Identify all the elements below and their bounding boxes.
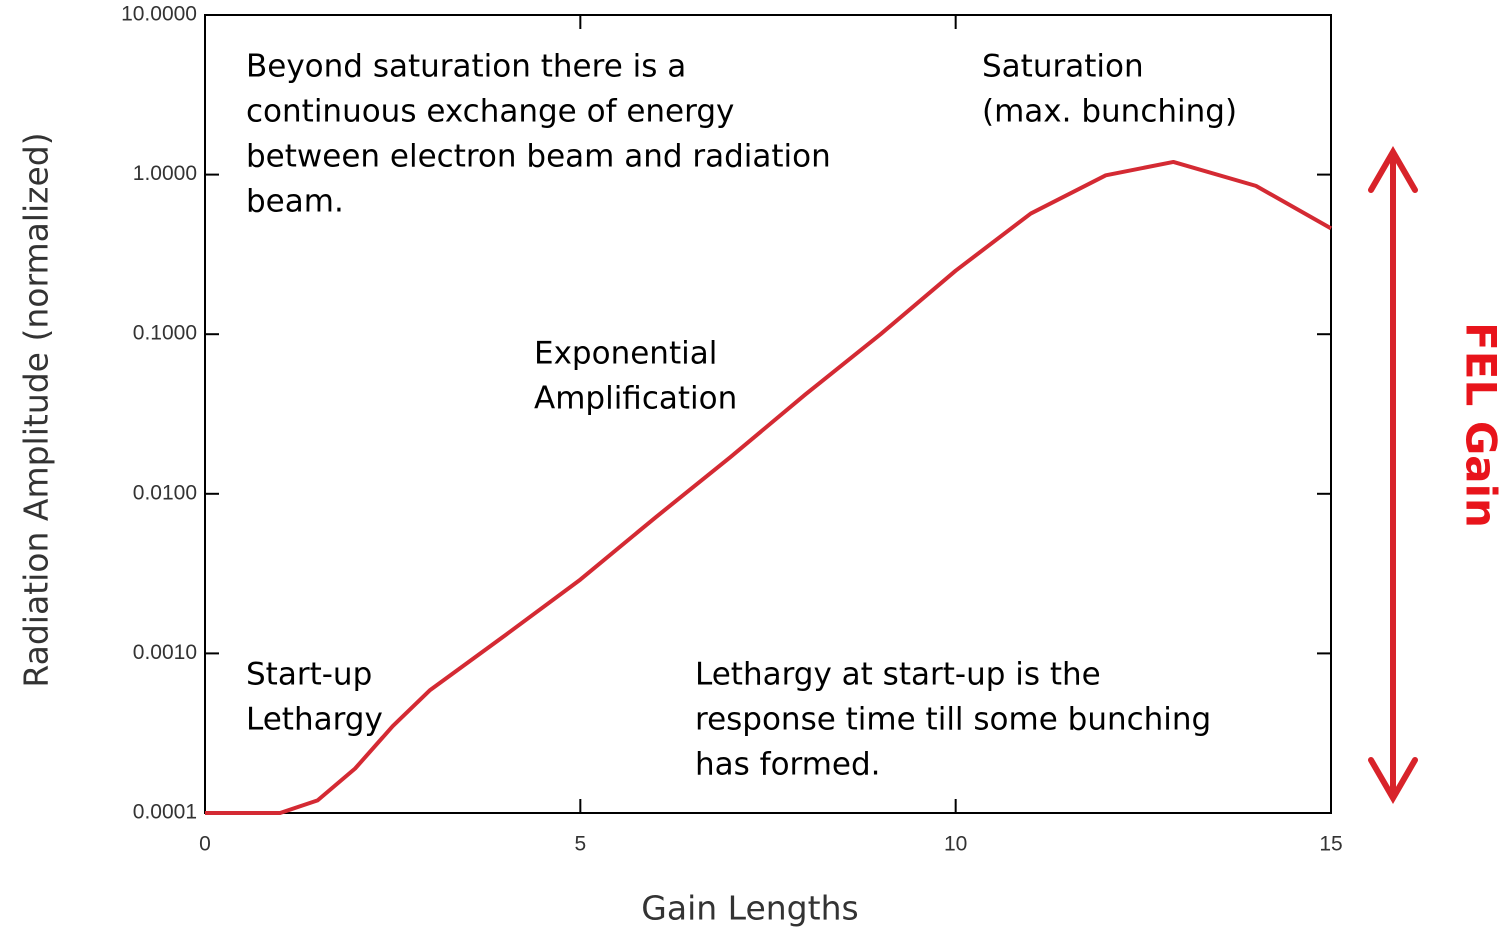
annotation: (max. bunching)	[982, 94, 1237, 130]
annotation: has formed.	[695, 747, 881, 783]
x-tick-label: 10	[944, 833, 967, 856]
y-tick-label: 10.0000	[121, 3, 197, 26]
x-tick-label: 5	[574, 833, 586, 856]
y-tick-label: 1.0000	[133, 162, 197, 185]
y-tick-label: 0.0010	[133, 641, 197, 664]
side-label: FEL Gain	[1457, 322, 1506, 528]
annotation: Lethargy at start-up is the	[695, 657, 1101, 693]
annotation: Start-up	[246, 657, 372, 693]
annotation: beam.	[246, 184, 344, 220]
annotation: Exponential	[534, 336, 717, 372]
annotation: Beyond saturation there is a	[246, 49, 686, 85]
annotation: response time till some bunching	[695, 702, 1211, 738]
x-tick-label: 15	[1319, 833, 1342, 856]
x-tick-label: 0	[199, 833, 211, 856]
y-tick-label: 0.0100	[133, 481, 197, 504]
y-tick-label: 0.1000	[133, 322, 197, 345]
double-arrow	[1368, 146, 1418, 804]
annotation: Lethargy	[246, 702, 383, 738]
data-line	[205, 159, 1332, 815]
annotation: Amplification	[534, 381, 737, 417]
plot-frame	[204, 14, 1332, 814]
annotation: continuous exchange of energy	[246, 94, 734, 130]
annotation: between electron beam and radiation	[246, 139, 831, 175]
x-axis-label: Gain Lengths	[641, 889, 858, 928]
y-axis-label: Radiation Amplitude (normalized)	[17, 132, 56, 687]
y-tick-label: 0.0001	[133, 801, 197, 824]
annotation: Saturation	[982, 49, 1144, 85]
